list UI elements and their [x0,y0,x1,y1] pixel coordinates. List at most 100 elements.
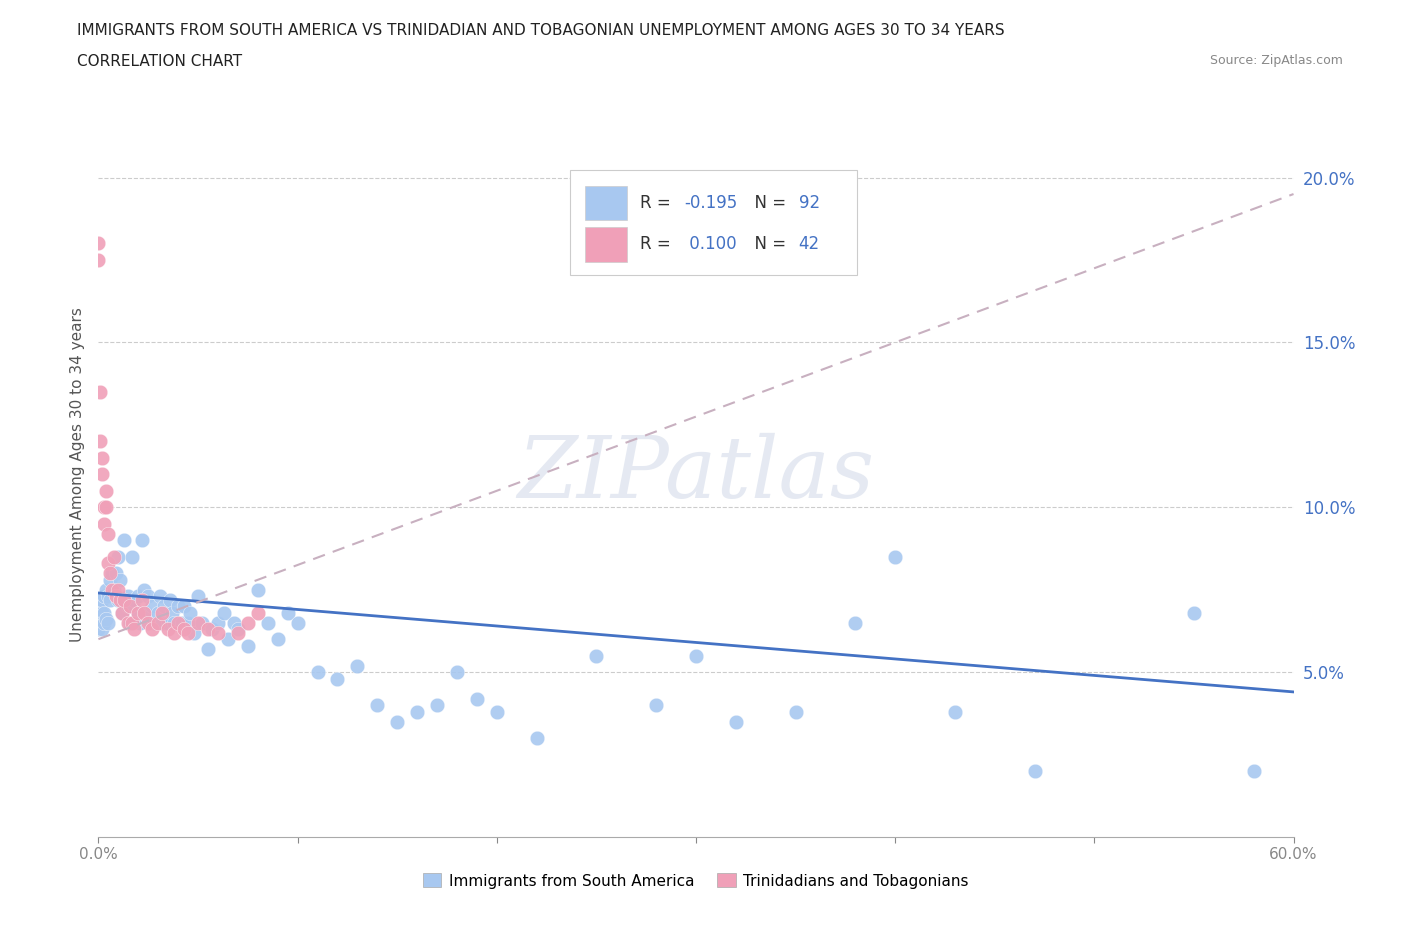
Point [201,622,224,637]
Point [207,625,229,640]
Point [134,605,156,620]
Point [222,616,245,631]
Point [96,612,118,627]
Text: N =: N = [744,194,792,212]
Point [87,236,110,251]
Point [157,622,180,637]
Point [87,616,110,631]
Point [97,556,120,571]
Text: Source: ZipAtlas.com: Source: ZipAtlas.com [1209,54,1343,67]
Y-axis label: Unemployment Among Ages 30 to 34 years: Unemployment Among Ages 30 to 34 years [69,307,84,642]
Point [136,616,159,631]
Point [287,616,309,631]
Point [1182,605,1205,620]
Point [1024,764,1046,778]
Point [98,565,122,580]
Point [191,616,214,631]
Point [406,704,429,719]
Point [89,616,111,631]
Point [112,533,135,548]
Point [121,550,143,565]
Point [277,605,299,620]
Point [150,616,173,631]
Point [121,616,143,631]
Point [645,698,668,712]
Point [105,589,128,604]
Point [884,550,907,565]
Point [236,638,259,653]
Point [212,605,235,620]
Text: CORRELATION CHART: CORRELATION CHART [77,54,242,69]
Point [326,671,349,686]
Point [91,605,114,620]
Point [93,589,115,604]
Point [93,616,115,631]
Point [97,616,120,631]
Text: N =: N = [744,235,792,253]
Text: -0.195: -0.195 [685,194,737,212]
Point [141,599,163,614]
Point [141,622,163,637]
Point [87,599,110,614]
Point [236,616,259,631]
Point [96,484,118,498]
FancyBboxPatch shape [585,227,627,261]
Point [91,622,114,637]
Point [1243,764,1265,778]
Point [87,605,110,620]
Point [346,658,368,673]
Point [117,616,139,631]
Point [103,582,125,597]
Point [148,605,170,620]
Point [183,625,205,640]
Point [91,592,114,607]
Point [110,572,132,587]
Point [197,642,219,657]
Point [131,533,153,548]
Point [167,616,190,631]
Point [256,616,278,631]
Point [127,605,149,620]
Point [177,625,200,640]
Point [134,582,156,597]
Point [124,622,146,637]
Point [129,616,152,631]
Text: IMMIGRANTS FROM SOUTH AMERICA VS TRINIDADIAN AND TOBAGONIAN UNEMPLOYMENT AMONG A: IMMIGRANTS FROM SOUTH AMERICA VS TRINIDA… [77,23,1005,38]
Point [107,582,129,597]
Point [87,622,110,637]
Point [120,616,142,631]
Point [844,616,866,631]
Point [179,605,201,620]
Point [89,434,111,449]
Text: R =: R = [640,194,676,212]
Point [148,616,170,631]
Text: ZIPatlas: ZIPatlas [517,433,875,515]
Point [103,550,125,565]
Point [385,714,409,729]
Point [127,605,149,620]
Point [724,714,747,729]
Point [112,592,135,607]
Point [97,526,120,541]
FancyBboxPatch shape [571,169,858,275]
FancyBboxPatch shape [585,186,627,220]
Point [124,592,146,607]
Point [207,616,229,631]
Point [172,616,194,631]
Text: R =: R = [640,235,676,253]
Point [107,592,129,607]
Point [110,592,132,607]
Point [226,622,249,637]
Point [136,589,159,604]
Point [153,599,176,614]
Point [127,589,149,604]
Point [89,605,111,620]
Point [111,605,134,620]
Point [101,582,124,597]
Point [97,589,120,604]
Point [157,616,180,631]
Point [187,616,209,631]
Point [96,499,118,514]
Point [93,605,115,620]
Point [93,499,115,514]
